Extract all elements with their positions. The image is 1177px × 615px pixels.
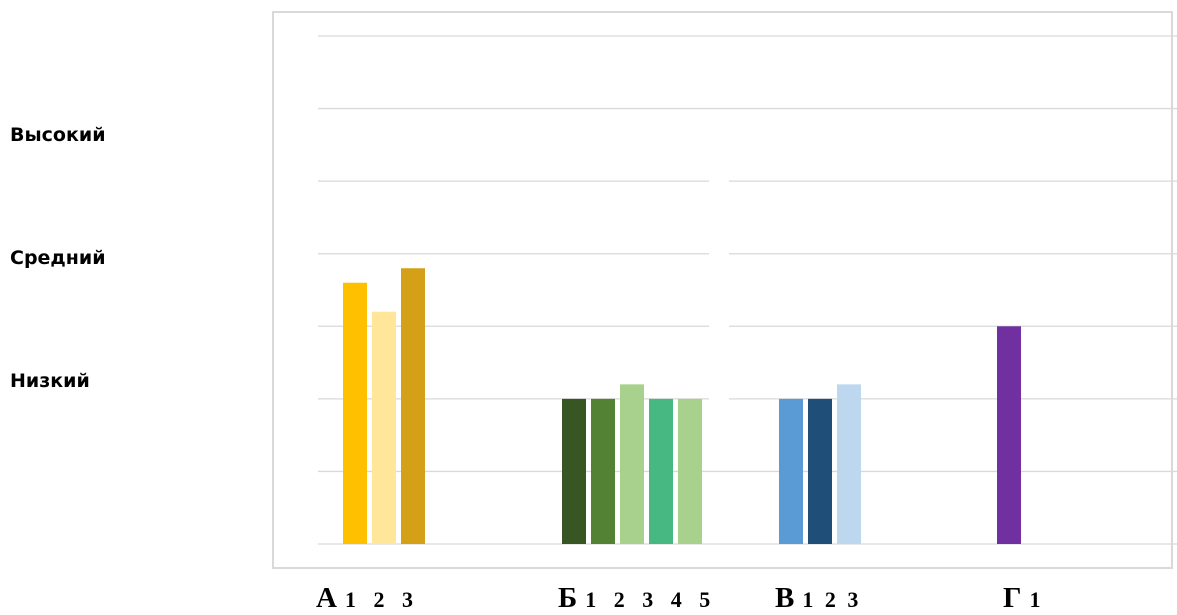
bar-2-1 [562,398,586,544]
group-numbers: 1 2 3 [344,587,419,612]
plot-area [272,11,1173,569]
bar-1-2 [372,311,396,544]
bar-3-3 [837,384,861,544]
group-letter: Г [1003,582,1022,614]
group-label-a: А 1 2 3 [316,582,419,615]
bar-1-3 [401,268,425,544]
group-numbers: 1 2 3 4 5 [585,587,717,612]
group-label-v: В 1 2 3 [775,582,861,615]
group-letter: В [775,582,795,614]
group-numbers: 1 [1029,587,1047,612]
bar-1-1 [343,282,367,544]
level-label-high: Высокий [10,124,106,146]
bar-2-5 [678,398,702,544]
bar-2-2 [591,398,615,544]
bar-2-3 [620,384,644,544]
group-letter: А [316,582,337,614]
bar-4-1 [997,326,1021,544]
bar-3-2 [808,398,832,544]
group-numbers: 1 2 3 [802,587,862,612]
bar-3-1 [779,398,803,544]
group-label-b: Б 1 2 3 4 5 [558,582,716,615]
bar-2-4 [649,398,673,544]
group-letter: Б [558,582,578,614]
level-label-medium: Средний [10,247,106,269]
level-label-low: Низкий [10,370,90,392]
